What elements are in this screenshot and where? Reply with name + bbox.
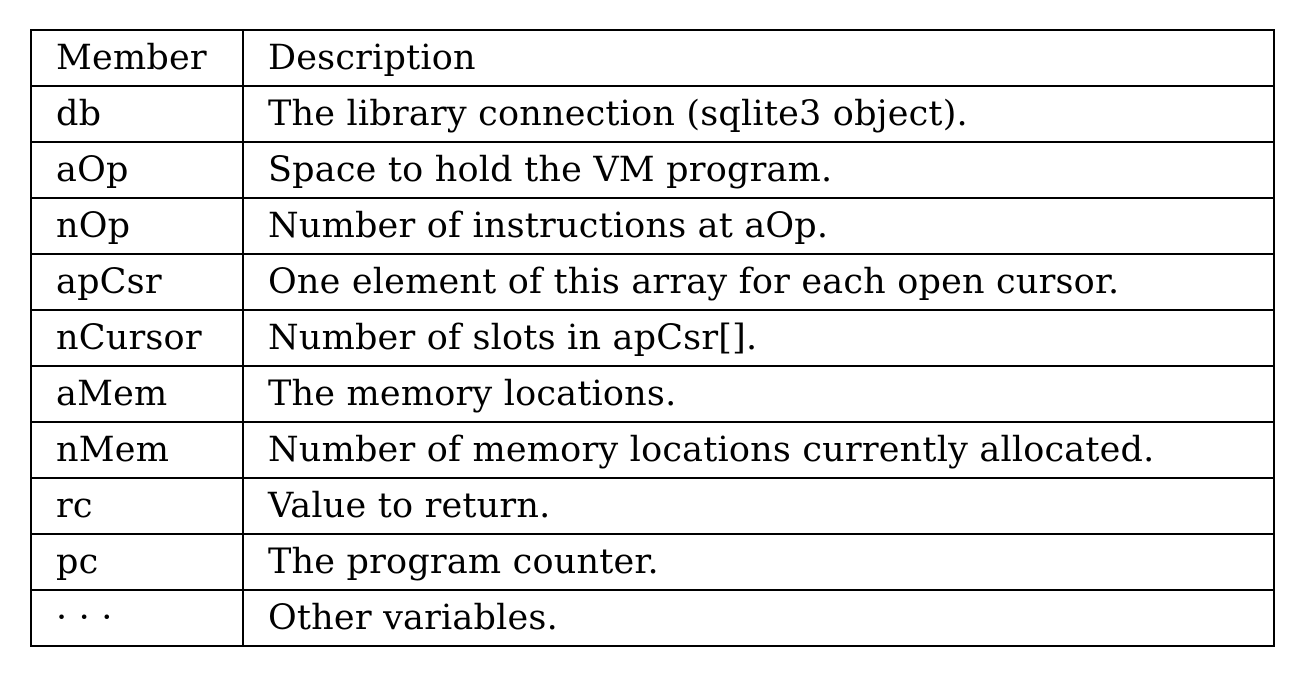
table-row: db The library connection (sqlite3 objec… [30,85,1275,143]
description-cell: The program counter. [242,533,1275,591]
description-cell: Number of slots in apCsr[]. [242,309,1275,367]
description-cell: One element of this array for each open … [242,253,1275,311]
description-cell: The memory locations. [242,365,1275,423]
member-cell: nMem [30,421,244,479]
member-cell: nOp [30,197,244,255]
table-row: rc Value to return. [30,477,1275,535]
table-row: pc The program counter. [30,533,1275,591]
description-cell: Space to hold the VM program. [242,141,1275,199]
table-row: aOp Space to hold the VM program. [30,141,1275,199]
member-table-container: Member Description db The library connec… [30,29,1275,647]
member-cell: aOp [30,141,244,199]
description-cell: The library connection (sqlite3 object). [242,85,1275,143]
description-cell: Other variables. [242,589,1275,647]
member-cell: db [30,85,244,143]
member-cell: rc [30,477,244,535]
table-row: · · · Other variables. [30,589,1275,647]
table-row: nMem Number of memory locations currentl… [30,421,1275,479]
table-row: apCsr One element of this array for each… [30,253,1275,311]
member-cell: · · · [30,589,244,647]
member-cell: apCsr [30,253,244,311]
member-cell: nCursor [30,309,244,367]
table-header-row: Member Description [30,29,1275,87]
table-row: aMem The memory locations. [30,365,1275,423]
table-row: nCursor Number of slots in apCsr[]. [30,309,1275,367]
description-cell: Value to return. [242,477,1275,535]
member-cell: pc [30,533,244,591]
description-cell: Number of instructions at aOp. [242,197,1275,255]
header-member: Member [30,29,244,87]
table-row: nOp Number of instructions at aOp. [30,197,1275,255]
member-cell: aMem [30,365,244,423]
header-description: Description [242,29,1275,87]
member-table: Member Description db The library connec… [30,29,1275,647]
description-cell: Number of memory locations currently all… [242,421,1275,479]
